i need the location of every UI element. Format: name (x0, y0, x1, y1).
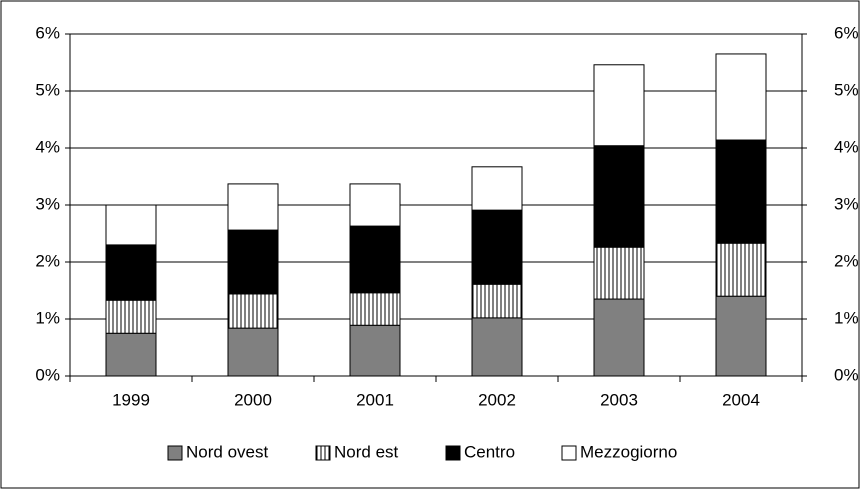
bar-segment (105, 299, 157, 334)
bar-segment (349, 225, 401, 294)
bar-segment (227, 229, 279, 295)
bar-segment (105, 204, 157, 246)
bar-segment (593, 246, 645, 300)
bar-segment (105, 332, 157, 377)
x-tick-label: 2001 (356, 390, 394, 409)
y2-tick-label: 2% (834, 251, 859, 270)
y2-tick-label: 3% (834, 194, 859, 213)
y2-tick-label: 0% (834, 365, 859, 384)
x-tick-label: 1999 (112, 390, 150, 409)
y2-tick-label: 1% (834, 308, 859, 327)
y-tick-label: 3% (35, 194, 60, 213)
bar-segment (715, 242, 767, 297)
y2-tick-label: 4% (834, 137, 859, 156)
y-tick-label: 2% (35, 251, 60, 270)
legend-label: Nord ovest (186, 442, 268, 461)
x-tick-label: 2004 (722, 390, 760, 409)
bar-segment (349, 292, 401, 326)
x-tick-label: 2003 (600, 390, 638, 409)
y-tick-label: 5% (35, 80, 60, 99)
legend-label: Mezzogiorno (580, 442, 677, 461)
bar-segment (349, 183, 401, 227)
bar-segment (715, 139, 767, 244)
bar-segment (593, 145, 645, 248)
bar-segment (227, 183, 279, 231)
y-tick-label: 1% (35, 308, 60, 327)
legend-swatch (167, 445, 183, 461)
legend-label: Centro (464, 442, 515, 461)
bar-segment (471, 166, 523, 211)
bar-segment (471, 317, 523, 377)
bar-segment (593, 64, 645, 147)
legend-label: Nord est (334, 442, 399, 461)
bar-segment (471, 283, 523, 319)
legend-swatch (315, 445, 331, 461)
y-tick-label: 6% (35, 23, 60, 42)
bar-segment (227, 327, 279, 377)
x-tick-label: 2002 (478, 390, 516, 409)
y-tick-label: 4% (35, 137, 60, 156)
bar-segment (471, 209, 523, 285)
legend-swatch (445, 445, 461, 461)
bar-segment (227, 293, 279, 329)
bar-segment (715, 53, 767, 141)
bar-segment (593, 298, 645, 377)
legend-swatch (561, 445, 577, 461)
y2-tick-label: 6% (834, 23, 859, 42)
bar-segment (349, 324, 401, 377)
x-tick-label: 2000 (234, 390, 272, 409)
bar-segment (715, 295, 767, 377)
y-tick-label: 0% (35, 365, 60, 384)
y2-tick-label: 5% (834, 80, 859, 99)
bar-segment (105, 244, 157, 301)
